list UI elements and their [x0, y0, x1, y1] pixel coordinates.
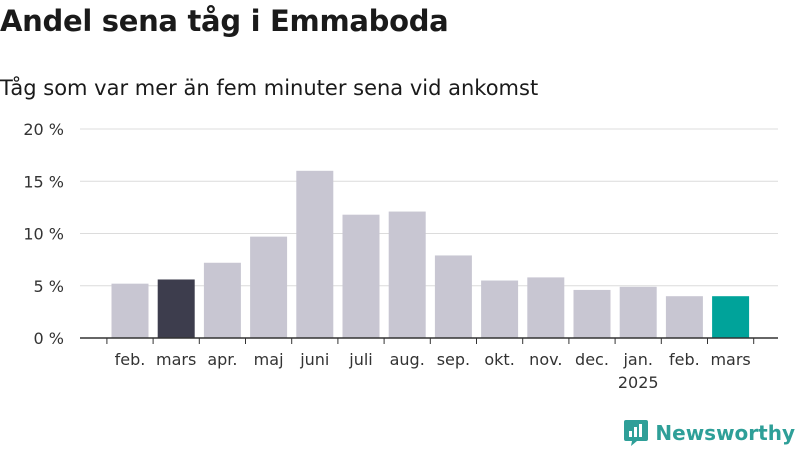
- y-tick-label: 10 %: [23, 225, 64, 244]
- x-tick-label: juli: [348, 350, 372, 369]
- bar: [250, 236, 288, 338]
- bar: [342, 214, 380, 338]
- chart-subtitle: Tåg som var mer än fem minuter sena vid …: [0, 76, 539, 100]
- bar: [712, 296, 750, 338]
- x-tick-label: okt.: [484, 350, 514, 369]
- x-tick-label: juni: [299, 350, 329, 369]
- bar: [388, 211, 426, 338]
- x-tick-label: sep.: [437, 350, 470, 369]
- x-tick-label: feb.: [669, 350, 700, 369]
- bar: [157, 279, 195, 338]
- x-year-label: 2025: [618, 373, 659, 392]
- x-tick-label: feb.: [115, 350, 146, 369]
- x-tick-label: mars: [710, 350, 750, 369]
- x-tick-label: mars: [156, 350, 196, 369]
- x-tick-label: aug.: [390, 350, 425, 369]
- bar-chart: 0 % 5 % 10 % 15 % 20 % feb. mars apr. maj juni jul…: [23, 120, 778, 392]
- x-tick-label: nov.: [529, 350, 562, 369]
- y-tick-label: 20 %: [23, 120, 64, 139]
- bar: [434, 255, 472, 338]
- bar: [527, 277, 565, 338]
- y-tick-label: 15 %: [23, 172, 64, 191]
- bar: [203, 262, 241, 338]
- bar: [111, 283, 149, 338]
- newsworthy-logo-icon: [624, 420, 649, 446]
- brand-name: Newsworthy: [655, 421, 795, 445]
- bar: [296, 170, 334, 338]
- bar: [619, 286, 657, 338]
- chart-title: Andel sena tåg i Emmaboda: [0, 4, 449, 38]
- x-tick-label: apr.: [207, 350, 237, 369]
- x-tick-label: maj: [254, 350, 284, 369]
- y-tick-label: 5 %: [34, 277, 64, 296]
- y-tick-label: 0 %: [34, 329, 64, 348]
- x-tick-label: dec.: [575, 350, 609, 369]
- bar: [481, 280, 519, 338]
- brand-logo: Newsworthy: [623, 418, 795, 448]
- bar: [665, 296, 703, 338]
- bar: [573, 289, 611, 338]
- x-tick-label: jan.: [622, 350, 652, 369]
